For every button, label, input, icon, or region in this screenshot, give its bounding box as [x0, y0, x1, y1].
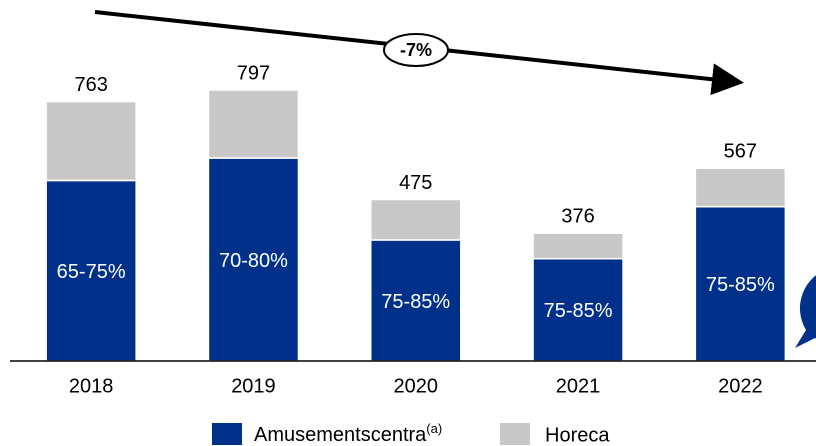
share-label: 70-80%: [219, 250, 288, 272]
x-tick-label: 2021: [556, 375, 601, 397]
total-label: 763: [74, 74, 107, 96]
bar-segment: [207, 89, 300, 159]
share-label: 75-85%: [544, 300, 613, 322]
legend-swatch: [500, 423, 530, 445]
trend-badge: [383, 33, 449, 67]
legend-swatch: [212, 423, 242, 445]
bar-segment: [694, 167, 787, 208]
speech-bubble: [795, 275, 816, 348]
bar-segment: [694, 205, 787, 362]
trend-label: -7%: [400, 40, 432, 60]
bar-segment: [532, 232, 624, 260]
x-tick-label: 2019: [231, 375, 276, 397]
bar-segment: [532, 257, 624, 362]
total-label: 475: [399, 172, 432, 194]
bar-segment: [45, 100, 137, 182]
share-label: 65-75%: [57, 261, 126, 283]
total-label: 797: [237, 62, 270, 84]
plot: 65-75% 763 2018 70-80% 797 2019 75-85% 475 2020 7…: [45, 62, 787, 397]
legend-text: Amusementscentra: [254, 424, 427, 446]
legend-label: Horeca: [545, 424, 610, 446]
x-tick-label: 2022: [718, 375, 763, 397]
bar-segment: [370, 198, 462, 241]
share-label: 75-85%: [381, 291, 450, 313]
share-label: 75-85%: [706, 274, 775, 296]
bar-segment: [370, 239, 462, 362]
total-label: 567: [724, 141, 757, 163]
x-tick-label: 2018: [69, 375, 114, 397]
legend-note: (a): [426, 421, 442, 436]
x-tick-label: 2020: [394, 375, 439, 397]
total-label: 376: [561, 205, 594, 227]
bar-segment: [45, 179, 137, 362]
legend-label: Amusementscentra(a): [254, 421, 442, 446]
